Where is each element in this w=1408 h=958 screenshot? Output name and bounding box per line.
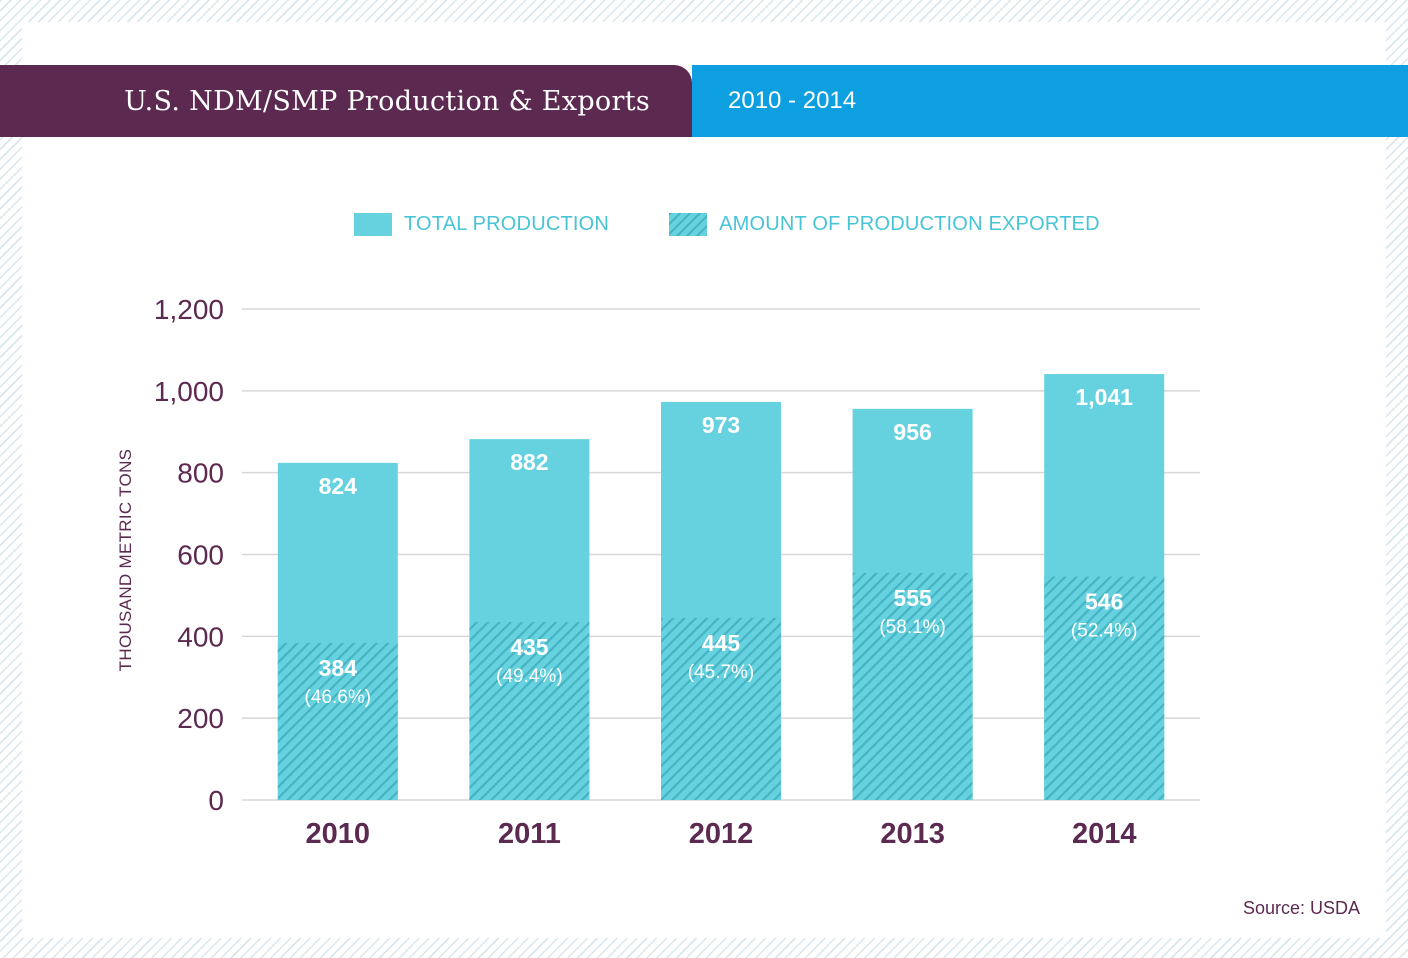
y-tick-label: 400 xyxy=(177,621,224,652)
data-label-exported: 546 xyxy=(1085,589,1123,615)
x-tick-label: 2012 xyxy=(689,818,754,850)
y-tick-label: 1,200 xyxy=(154,294,224,325)
bar-exported xyxy=(852,572,973,800)
bar-exported xyxy=(661,617,781,800)
bar-exported xyxy=(1044,576,1165,800)
chart-title: U.S. NDM/SMP Production & Exports xyxy=(124,85,650,117)
data-label-total: 882 xyxy=(510,449,548,475)
legend-swatch-total xyxy=(354,212,392,236)
data-label-percent: (46.6%) xyxy=(305,687,372,708)
header-period-bar: 2010 - 2014 xyxy=(692,65,1408,137)
data-label-percent: (58.1%) xyxy=(879,617,946,638)
data-label-total: 1,041 xyxy=(1075,384,1133,410)
data-label-exported: 555 xyxy=(893,585,932,611)
data-label-percent: (49.4%) xyxy=(496,666,563,687)
y-tick-label: 0 xyxy=(208,785,224,816)
data-label-exported: 435 xyxy=(510,634,549,660)
header-title-bar: U.S. NDM/SMP Production & Exports xyxy=(0,65,692,137)
data-label-exported: 384 xyxy=(319,655,358,681)
data-labels: 824 384 (46.6%) 2010 882 435 (49.4%) 2011 973 445… xyxy=(305,384,1138,850)
legend-item-exported: AMOUNT OF PRODUCTION EXPORTED xyxy=(669,212,1100,236)
source-note: Source: USDA xyxy=(1242,898,1360,918)
x-tick-label: 2013 xyxy=(880,818,945,850)
legend-label-exported: AMOUNT OF PRODUCTION EXPORTED xyxy=(719,212,1100,235)
y-tick-label: 600 xyxy=(177,540,224,571)
data-label-exported: 445 xyxy=(702,630,741,656)
bar-exported xyxy=(469,622,590,800)
data-label-total: 956 xyxy=(893,419,931,445)
y-tick-label: 800 xyxy=(177,458,224,489)
y-tick-label: 200 xyxy=(177,703,224,734)
bars xyxy=(277,374,1165,800)
legend-label-total: TOTAL PRODUCTION xyxy=(404,212,610,235)
chart-period: 2010 - 2014 xyxy=(728,87,857,114)
legend-swatch-exported xyxy=(669,212,708,236)
y-tick-label: 1,000 xyxy=(154,376,224,407)
bar-exported xyxy=(277,642,398,800)
data-label-total: 973 xyxy=(702,412,740,438)
legend-item-total: TOTAL PRODUCTION xyxy=(354,212,610,236)
data-label-percent: (45.7%) xyxy=(688,662,755,683)
x-tick-label: 2011 xyxy=(498,818,561,850)
legend: TOTAL PRODUCTION AMOUNT OF PRODUCTION EX… xyxy=(354,212,1160,236)
data-label-percent: (52.4%) xyxy=(1071,621,1138,642)
x-tick-label: 2010 xyxy=(306,818,371,850)
data-label-total: 824 xyxy=(319,473,358,499)
x-tick-label: 2014 xyxy=(1072,818,1137,850)
